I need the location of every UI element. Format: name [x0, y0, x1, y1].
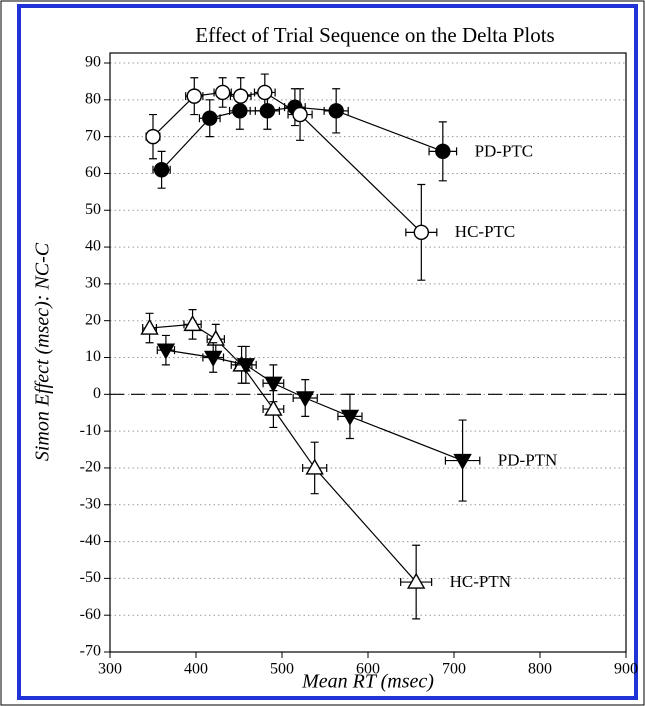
marker [145, 128, 161, 145]
chart-title: Effect of Trial Sequence on the Delta Pl… [195, 23, 554, 47]
marker [264, 399, 283, 416]
y-tick-label: 20 [85, 311, 101, 328]
series-label: HC-PTC [455, 222, 515, 241]
plot-frame [109, 52, 627, 653]
x-tick-label: 600 [356, 661, 380, 678]
marker [156, 343, 176, 360]
marker [453, 453, 472, 470]
y-tick-label: -40 [80, 532, 101, 549]
y-tick-label: -70 [80, 643, 101, 660]
marker [413, 224, 430, 241]
marker [203, 350, 223, 367]
marker [340, 409, 360, 426]
blue-frame [17, 4, 638, 700]
x-tick-label: 500 [270, 661, 294, 678]
x-tick-label: 900 [614, 661, 638, 678]
series-label: HC-PTN [450, 572, 511, 591]
marker [296, 391, 315, 408]
y-tick-label: 50 [85, 201, 101, 218]
x-tick-label: 300 [98, 661, 122, 678]
y-tick-label: 40 [85, 238, 101, 255]
marker [206, 329, 225, 346]
marker [214, 84, 231, 101]
x-axis-label: Mean RT (msec) [301, 671, 434, 693]
marker [233, 88, 249, 104]
y-tick-label: 60 [85, 164, 101, 181]
x-tick-label: 400 [184, 661, 208, 678]
y-tick-label: -30 [80, 495, 101, 512]
series-label: PD-PTC [475, 141, 534, 160]
y-tick-label: 30 [85, 275, 101, 292]
marker [183, 314, 202, 332]
y-tick-label: -50 [80, 569, 101, 586]
y-tick-label: 70 [85, 127, 101, 144]
marker [140, 318, 159, 335]
x-tick-label: 800 [528, 661, 552, 678]
marker [202, 110, 218, 126]
marker [236, 358, 256, 375]
marker [406, 572, 426, 589]
marker [292, 106, 308, 123]
marker [435, 143, 451, 160]
series-label: PD-PTN [498, 450, 558, 469]
x-tick-label: 700 [442, 661, 466, 678]
marker [257, 84, 273, 101]
y-tick-label: -60 [80, 606, 101, 623]
marker [186, 88, 202, 104]
marker [328, 103, 344, 119]
y-tick-label: 0 [93, 385, 101, 402]
y-tick-label: -20 [80, 459, 101, 476]
y-axis-label: Simon Effect (msec): NC-C [32, 242, 54, 461]
marker [305, 458, 324, 475]
marker [153, 162, 170, 178]
y-tick-label: 10 [85, 348, 101, 365]
marker [232, 103, 248, 119]
marker [264, 376, 283, 393]
y-tick-label: 90 [85, 54, 101, 71]
y-tick-label: -10 [80, 422, 101, 439]
y-tick-label: 80 [85, 90, 101, 107]
